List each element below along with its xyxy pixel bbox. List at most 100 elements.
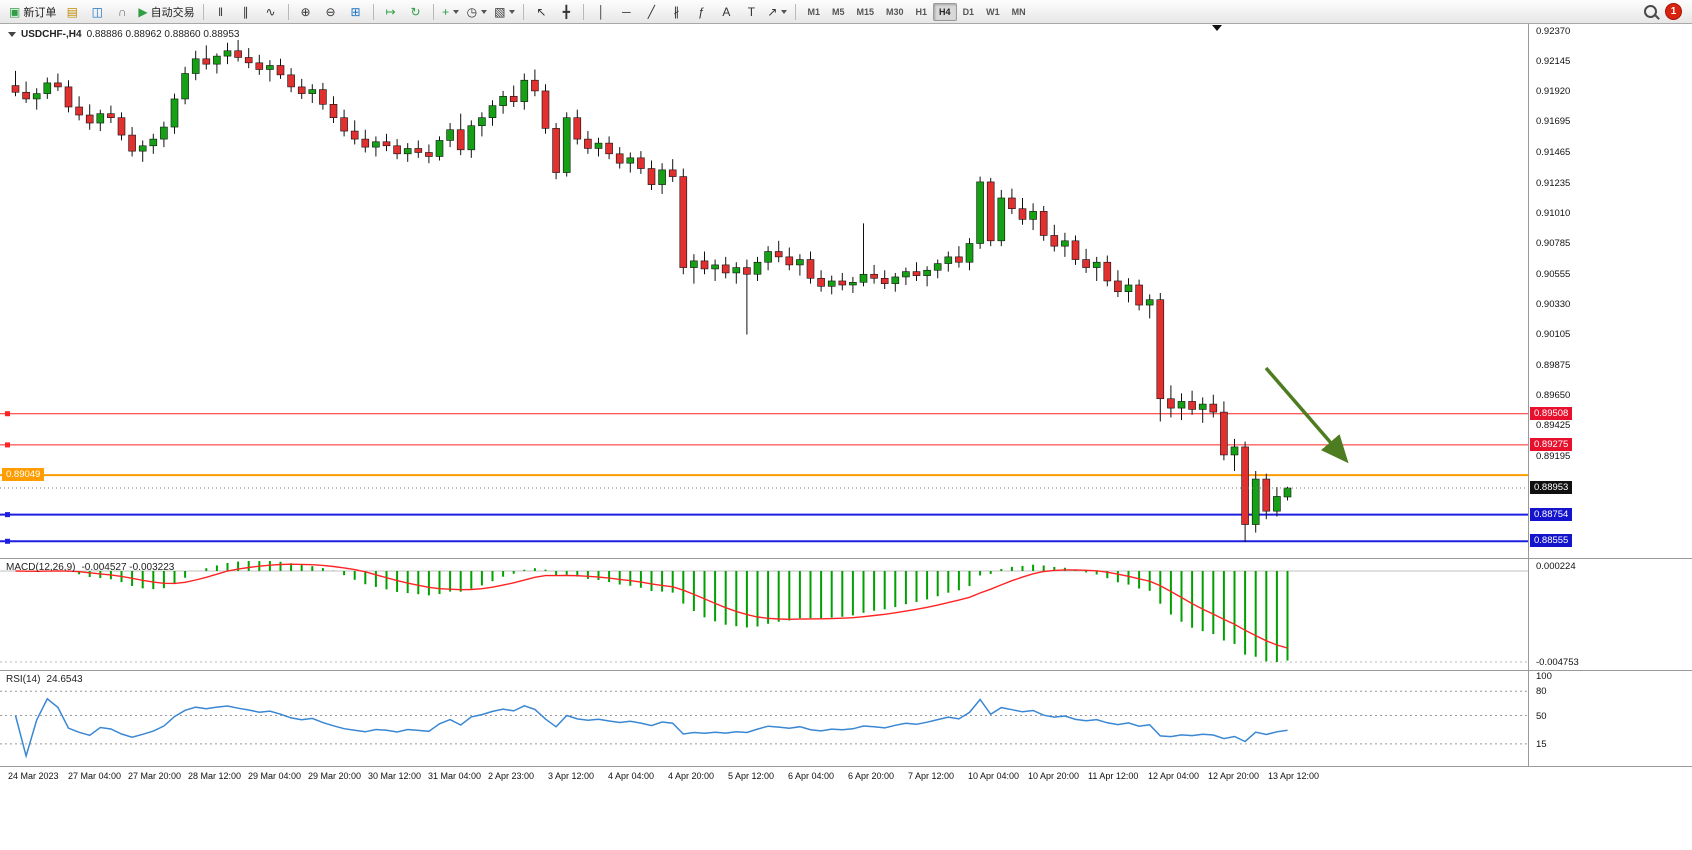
autotrading-button-label: 自动交易 [150,6,195,19]
new-order-button[interactable]: ▣ 新订单 [6,2,59,22]
fibonacci-icon: ƒ [698,4,705,19]
price-tick: 0.91235 [1536,177,1571,189]
rsi-line [14,697,1288,759]
equidistant-channel-icon: ∦ [673,4,680,19]
rsi-value: 24.6543 [46,674,83,685]
time-label: 27 Mar 04:00 [68,771,122,781]
collapse-chart-icon[interactable] [8,32,16,37]
timeframe-h4[interactable]: H4 [933,2,957,21]
scroll-to-end-button[interactable]: ↦ [379,2,403,22]
time-label: 30 Mar 12:00 [368,771,422,781]
price-tick: 0.92145 [1536,55,1571,67]
macd-name: MACD(12,26,9) [6,562,76,573]
tile-windows-button[interactable]: ⊞ [344,2,368,22]
price-tick: 0.91695 [1536,116,1571,128]
price-label-box: 0.88555 [1530,534,1573,548]
price-axis[interactable]: 0.92370 0.92145 0.91920 0.91695 0.91465 0.912… [1528,24,1692,558]
text-icon: A [722,4,731,19]
macd-axis[interactable]: 0.000224 -0.004753 [1528,559,1692,670]
rsi-tick: 50 [1536,710,1547,722]
arrows-icon: ↗ [767,4,778,19]
rsi-label: RSI(14) 24.6543 [6,674,83,685]
timeframe-buttons: M1 M5 M15 M30 H1 H4 D1 W1 MN [801,2,1031,21]
orange-line-price-label: 0.89049 [2,468,45,482]
candlestick-button[interactable]: ∥ [234,2,258,22]
autotrading-button[interactable]: ▶ 自动交易 [135,2,197,22]
time-label: 7 Apr 12:00 [908,771,955,781]
text-label-icon: T [747,4,756,19]
zoom-out-button[interactable]: ⊖ [319,2,343,22]
time-label: 11 Apr 12:00 [1088,771,1139,781]
zoom-out-icon: ⊖ [325,4,336,19]
horizontal-lines[interactable] [0,411,1528,544]
search-icon[interactable] [1644,5,1657,18]
sound-button[interactable]: ∩ [110,2,134,22]
timeframe-w1[interactable]: W1 [986,6,1000,17]
toolbar-separator [432,3,434,20]
notification-badge[interactable]: 1 [1665,3,1682,20]
charts-button[interactable]: ▤ [60,2,84,22]
time-label: 31 Mar 04:00 [428,771,482,781]
timeframe-m1[interactable]: M1 [807,6,820,17]
candles [11,40,1292,542]
indicators-button[interactable]: + [439,2,463,22]
timeframe-m5[interactable]: M5 [831,6,845,17]
timeframe-m30[interactable]: M30 [886,6,904,17]
price-label-box: 0.89508 [1530,406,1573,420]
price-tick: 0.90105 [1536,328,1571,340]
trendline-button[interactable]: ╱ [639,2,663,22]
toolbar-separator [523,3,525,20]
rsi-name: RSI(14) [6,674,41,685]
crosshair-button[interactable]: ╋ [554,2,578,22]
timeframe-mn[interactable]: MN [1011,6,1026,17]
trendline-icon: ╱ [647,4,656,19]
indicators-icon: + [442,4,450,19]
time-label: 29 Mar 04:00 [248,771,302,781]
timeframe-m15[interactable]: M15 [856,6,875,17]
templates-icon: ▧ [494,4,506,19]
timeframe-d1[interactable]: D1 [962,6,975,17]
auto-scroll-button[interactable]: ↻ [404,2,428,22]
vertical-line-button[interactable]: │ [589,2,613,22]
arrows-button[interactable]: ↗ [764,2,790,22]
toolbar-separator [372,3,374,20]
auto-scroll-icon: ↻ [410,4,421,19]
horizontal-line-button[interactable]: ─ [614,2,638,22]
time-label: 12 Apr 20:00 [1208,771,1260,781]
rsi-chart-canvas[interactable] [0,671,1528,766]
chart-shift-marker[interactable] [1212,25,1222,31]
sound-icon: ∩ [118,4,127,19]
autotrading-icon: ▶ [138,4,148,19]
price-panel: 0.92370 0.92145 0.91920 0.91695 0.91465 0.912… [0,24,1692,559]
chevron-down-icon [509,9,516,14]
zoom-in-button[interactable]: ⊕ [294,2,318,22]
price-tick: 0.89650 [1536,389,1571,401]
periods-button[interactable]: ◷ [464,2,490,22]
arrow-annotation[interactable] [1264,366,1349,464]
market-watch-button[interactable]: ◫ [85,2,109,22]
timeframe-h1[interactable]: H1 [915,6,928,17]
macd-chart-canvas[interactable] [0,559,1528,670]
fibonacci-button[interactable]: ƒ [689,2,713,22]
equidistant-channel-button[interactable]: ∦ [664,2,688,22]
price-tick: 0.90555 [1536,268,1571,280]
text-label-button[interactable]: T [739,2,763,22]
tile-windows-icon: ⊞ [350,4,361,19]
new-order-icon: ▣ [9,4,21,19]
time-axis[interactable]: 24 Mar 2023 27 Mar 04:00 27 Mar 20:00 28 Ma… [0,767,1528,789]
toolbar-separator [795,3,797,20]
price-tick: 0.90785 [1536,237,1571,249]
price-chart-canvas[interactable] [0,24,1528,558]
bar-chart-icon: ǁ [218,4,224,19]
templates-button[interactable]: ▧ [491,2,518,22]
bar-chart-button[interactable]: ǁ [209,2,233,22]
cursor-button[interactable]: ↖ [529,2,553,22]
text-button[interactable]: A [714,2,738,22]
line-chart-button[interactable]: ∿ [259,2,283,22]
crosshair-icon: ╋ [562,4,571,19]
chart-title: USDCHF-,H4 0.88886 0.88962 0.88860 0.889… [8,29,240,40]
rsi-axis[interactable]: 100 80 50 15 [1528,671,1692,766]
toolbar-separator [583,3,585,20]
rsi-tick: 100 [1536,671,1552,682]
